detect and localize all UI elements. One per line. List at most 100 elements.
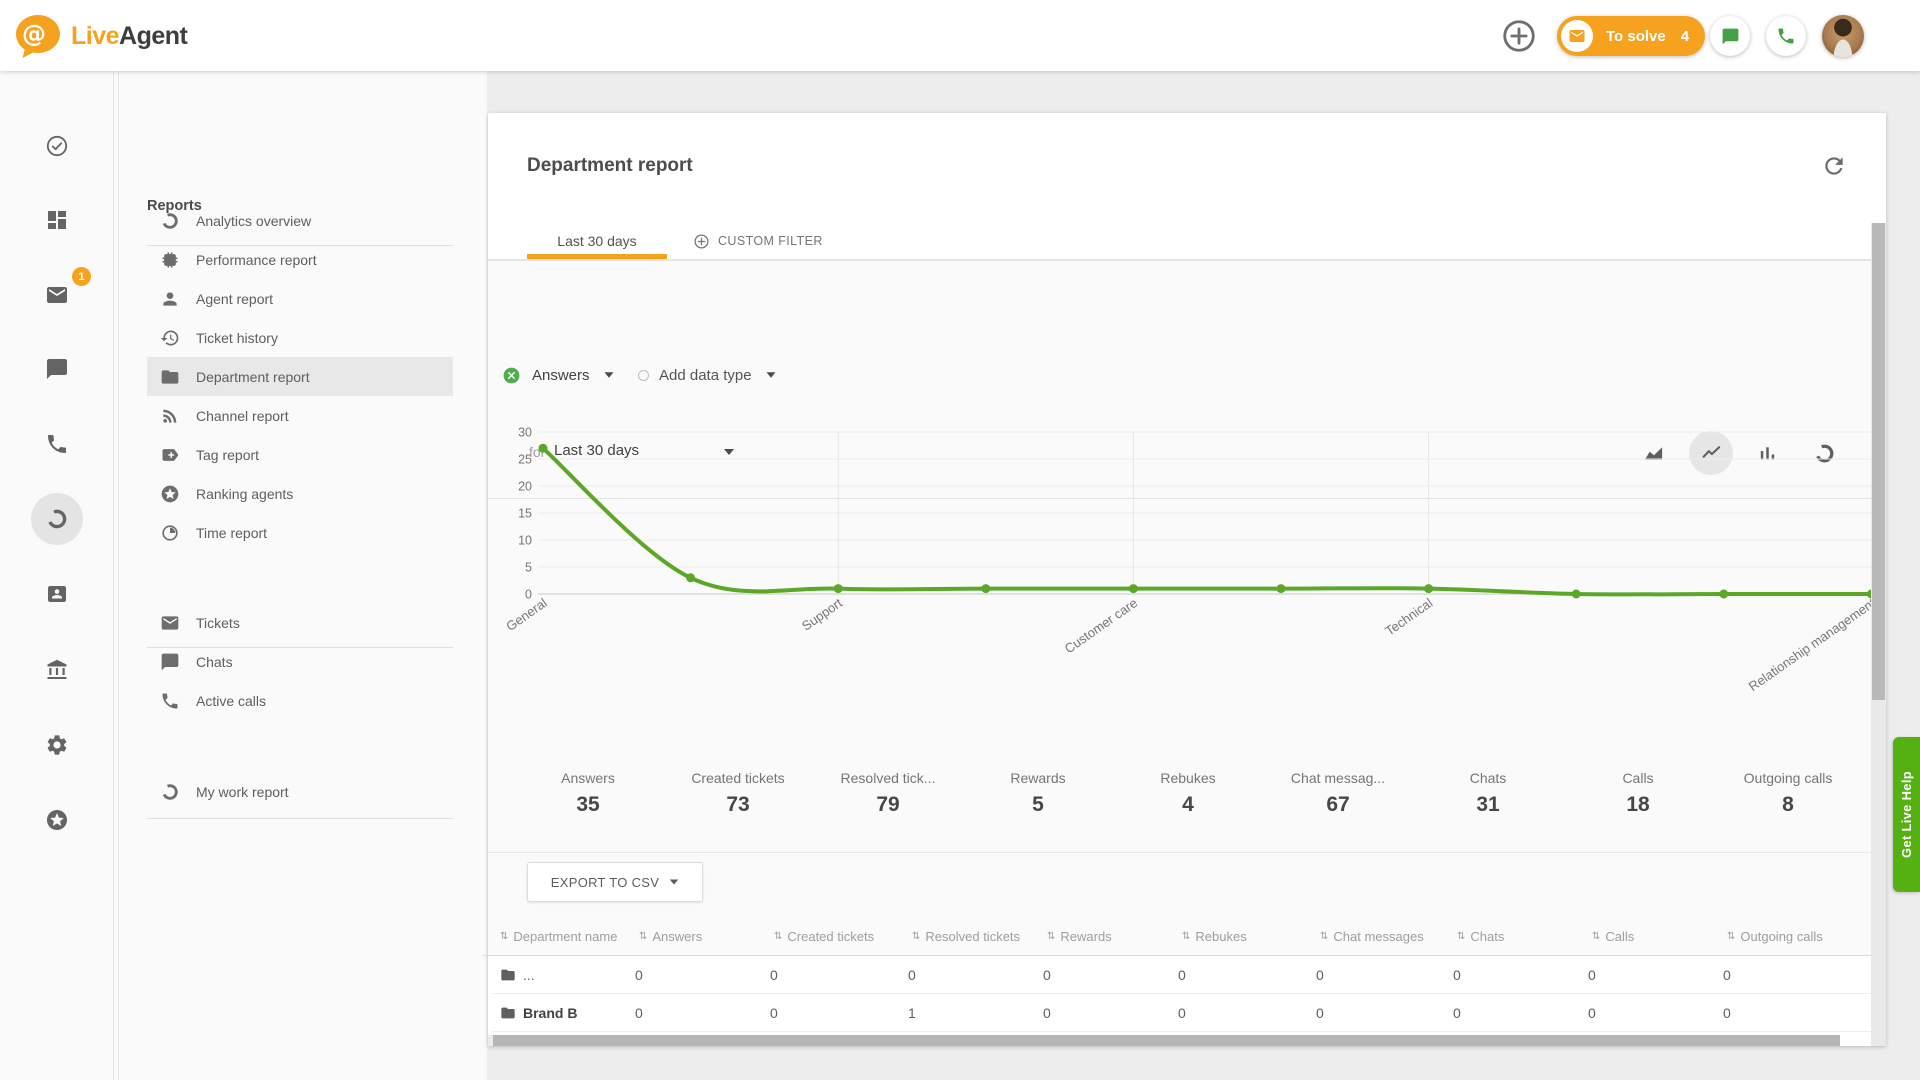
rail-item-customers[interactable] xyxy=(31,568,83,620)
sidebar-item-chats[interactable]: Chats xyxy=(147,642,453,681)
chat-icon xyxy=(1721,27,1740,46)
sidebar-item-label: Performance report xyxy=(196,251,317,268)
svg-text:25: 25 xyxy=(518,453,532,467)
sidebar-item-analytics-overview[interactable]: Analytics overview xyxy=(147,201,453,240)
table-cell: 0 xyxy=(770,966,778,983)
column-header-department-name[interactable]: ⇅ Department name xyxy=(500,928,618,944)
sort-icon: ⇅ xyxy=(500,930,509,942)
chart-type-donut-button[interactable] xyxy=(1802,431,1846,475)
rail-item-tickets[interactable]: 1 xyxy=(31,267,91,321)
column-header-calls[interactable]: ⇅ Calls xyxy=(1592,928,1635,944)
rail-item-tasks[interactable] xyxy=(31,120,83,172)
line-chart: 0 5 10 15 20 25 30 General Support Customer care T… xyxy=(488,403,1886,733)
rail-item-dashboard[interactable] xyxy=(31,194,83,246)
table-cell: 0 xyxy=(1723,1004,1731,1021)
donut-icon xyxy=(45,507,69,531)
page-title: Department report xyxy=(527,155,693,176)
tab-last-30-days[interactable]: Last 30 days xyxy=(557,233,637,249)
sidebar-item-label: My work report xyxy=(196,783,289,800)
stat-label: Rewards xyxy=(1010,770,1066,786)
rail-item-reports[interactable] xyxy=(31,493,83,545)
donut-icon xyxy=(160,782,180,802)
column-header-resolved-tickets[interactable]: ⇅ Resolved tickets xyxy=(912,928,1021,944)
table-row--[interactable]: ... 0 0 0 0 0 0 0 0 0 xyxy=(493,956,1871,994)
table-cell: 0 xyxy=(1453,1004,1461,1021)
chart-type-line-chart-button[interactable] xyxy=(1689,431,1733,475)
svg-text:Technical: Technical xyxy=(1382,595,1435,638)
new-item-plus-button[interactable] xyxy=(1500,17,1538,55)
start-call-button[interactable] xyxy=(1766,16,1806,56)
stat-calls: Calls 18 xyxy=(1563,758,1713,838)
department-table: ⇅ Department name ⇅ Answers ⇅ Created tickets… xyxy=(493,917,1871,955)
sidebar-item-channel-report[interactable]: Channel report xyxy=(147,396,453,435)
add-data-type-button[interactable]: Add data type xyxy=(638,357,776,393)
sidebar-item-ranking-agents[interactable]: Ranking agents xyxy=(147,474,453,513)
get-live-help-tab[interactable]: Get Live Help xyxy=(1893,737,1920,892)
refresh-icon xyxy=(1821,157,1847,183)
sidebar-item-label: Agent report xyxy=(196,290,274,307)
sidebar-item-time-report[interactable]: Time report xyxy=(147,513,453,552)
sidebar-item-tag-report[interactable]: Tag report xyxy=(147,435,453,474)
column-header-rebukes[interactable]: ⇅ Rebukes xyxy=(1182,928,1247,944)
stat-created-tickets: Created tickets 73 xyxy=(663,758,813,838)
chart-type-bar-chart-button[interactable] xyxy=(1745,431,1789,475)
rss-icon xyxy=(160,406,180,426)
sidebar-item-tickets[interactable]: Tickets xyxy=(147,603,453,642)
memory-icon xyxy=(160,250,180,270)
to-solve-button[interactable]: To solve 4 xyxy=(1557,16,1706,56)
column-header-chat-messages[interactable]: ⇅ Chat messages xyxy=(1320,928,1424,944)
sidebar-item-performance-report[interactable]: Performance report xyxy=(147,240,453,279)
plus-circle-icon xyxy=(693,233,710,250)
table-cell: 0 xyxy=(1043,966,1051,983)
chevron-down-icon xyxy=(766,372,776,378)
icon-rail: 1 xyxy=(0,71,114,1080)
sidebar-item-active-calls[interactable]: Active calls xyxy=(147,681,453,720)
user-avatar[interactable] xyxy=(1822,15,1864,57)
check-circle-icon xyxy=(45,134,69,158)
vertical-scrollbar[interactable] xyxy=(1871,223,1886,1046)
sidebar-item-department-report[interactable]: Department report xyxy=(147,357,453,396)
rail-item-settings[interactable] xyxy=(31,719,83,771)
department-name-cell: ... xyxy=(493,967,632,983)
column-header-outgoing-calls[interactable]: ⇅ Outgoing calls xyxy=(1727,928,1823,944)
column-header-created-tickets[interactable]: ⇅ Created tickets xyxy=(774,928,875,944)
person-icon xyxy=(160,289,180,309)
svg-text:Relationship management: Relationship management xyxy=(1746,595,1879,694)
column-header-answers[interactable]: ⇅ Answers xyxy=(639,928,703,944)
chart-type-area-chart-button[interactable] xyxy=(1631,431,1675,475)
period-dropdown[interactable]: Last 30 days xyxy=(554,442,640,459)
rail-item-chats[interactable] xyxy=(31,343,83,395)
stat-value: 35 xyxy=(576,793,600,816)
sidebar-item-ticket-history[interactable]: Ticket history xyxy=(147,318,453,357)
sidebar-item-my-work-report[interactable]: My work report xyxy=(147,772,453,811)
sort-icon: ⇅ xyxy=(639,930,648,942)
sidebar-item-agent-report[interactable]: Agent report xyxy=(147,279,453,318)
column-header-chats[interactable]: ⇅ Chats xyxy=(1457,928,1505,944)
liveagent-logo[interactable]: @ LiveAgent xyxy=(14,11,188,61)
top-header: @ LiveAgent To solve 4 xyxy=(0,0,1920,71)
column-header-rewards[interactable]: ⇅ Rewards xyxy=(1047,928,1112,944)
series-chip-label: Answers xyxy=(532,366,590,384)
bar-chart-icon xyxy=(1756,442,1779,465)
horizontal-scrollbar[interactable] xyxy=(488,1035,1871,1046)
stat-rebukes: Rebukes 4 xyxy=(1113,758,1263,838)
series-chip-answers[interactable]: Answers xyxy=(502,357,614,393)
stat-outgoing-calls: Outgoing calls 8 xyxy=(1713,758,1863,838)
remove-series-icon[interactable] xyxy=(502,366,521,385)
rail-item-calls[interactable] xyxy=(31,418,83,470)
refresh-button[interactable] xyxy=(1821,153,1847,179)
stat-label: Resolved tick... xyxy=(840,770,936,786)
tab-custom-filter[interactable]: CUSTOM FILTER xyxy=(693,221,823,261)
stat-chats: Chats 31 xyxy=(1413,758,1563,838)
vertical-scrollbar-thumb[interactable] xyxy=(1872,223,1885,700)
rail-item-company[interactable] xyxy=(31,644,83,696)
export-to-csv-button[interactable]: EXPORT TO CSV xyxy=(527,862,703,902)
start-chat-button[interactable] xyxy=(1710,16,1750,56)
horizontal-scrollbar-thumb[interactable] xyxy=(493,1035,1840,1046)
dropdown-caret-icon[interactable] xyxy=(724,449,734,455)
mail-icon xyxy=(160,613,180,633)
phone-icon xyxy=(45,432,69,456)
star-circle-icon xyxy=(45,808,69,832)
rail-item-premium[interactable] xyxy=(31,794,83,846)
